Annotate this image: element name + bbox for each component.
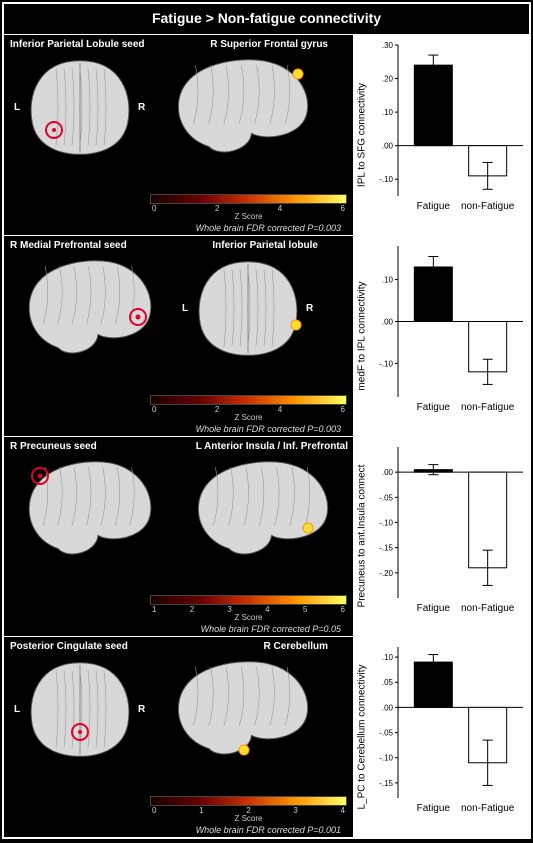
svg-text:R: R <box>306 303 314 314</box>
bar-chart-panel: medF to IPL connectivity -.10 .00 .10 Fatigu… <box>354 236 531 436</box>
svg-text:.00: .00 <box>382 468 394 477</box>
colorbar: 01234Z Score <box>10 796 347 825</box>
svg-text:R: R <box>138 704 146 715</box>
rows-container: Inferior Parietal Lobule seed L R R Superio… <box>4 34 529 837</box>
seed-label: Posterior Cingulate seed <box>10 641 150 652</box>
seed-label: Inferior Parietal Lobule seed <box>10 39 150 50</box>
svg-text:non-Fatigue: non-Fatigue <box>461 803 515 814</box>
target-label: L Anterior Insula / Inf. Prefrontal <box>178 441 348 452</box>
target-label: Inferior Parietal lobule <box>178 240 318 251</box>
fdr-text: Whole brain FDR corrected P=0.05 <box>10 624 347 634</box>
svg-text:-.05: -.05 <box>379 729 393 738</box>
svg-text:L: L <box>182 303 188 314</box>
target-label: R Cerebellum <box>158 641 328 652</box>
target-label: R Superior Frontal gyrus <box>158 39 328 50</box>
chart-ylabel: L_PC to Cerebellum connectivity <box>357 657 368 817</box>
svg-text:non-Fatigue: non-Fatigue <box>461 201 515 212</box>
connectivity-row: R Precuneus seed L Anterior Insula / Inf.… <box>4 436 529 637</box>
fdr-text: Whole brain FDR corrected P=0.003 <box>10 223 347 233</box>
svg-text:Fatigue: Fatigue <box>417 201 451 212</box>
brain-panel: R Precuneus seed L Anterior Insula / Inf.… <box>4 437 354 637</box>
chart-ylabel: Precuneus to ant.Insula connect <box>357 456 368 616</box>
fdr-text: Whole brain FDR corrected P=0.003 <box>10 424 347 434</box>
bar-chart-panel: IPL to SFG connectivity -.10 .00 .10 .20 .30 F… <box>354 35 531 235</box>
svg-text:.10: .10 <box>382 108 394 117</box>
svg-text:-.10: -.10 <box>379 175 393 184</box>
bar-chart-panel: L_PC to Cerebellum connectivity -.15 -.10 -… <box>354 637 531 837</box>
svg-text:R: R <box>138 102 146 113</box>
seed-label: R Precuneus seed <box>10 441 170 452</box>
fdr-text: Whole brain FDR corrected P=0.001 <box>10 825 347 835</box>
chart-ylabel: IPL to SFG connectivity <box>357 55 368 215</box>
figure-container: Fatigue > Non-fatigue connectivity Infer… <box>2 2 531 839</box>
svg-text:-.05: -.05 <box>379 493 393 502</box>
svg-text:-.15: -.15 <box>379 779 393 788</box>
svg-text:non-Fatigue: non-Fatigue <box>461 402 515 413</box>
svg-text:.30: .30 <box>382 41 394 50</box>
brain-panel: Inferior Parietal Lobule seed L R R Superio… <box>4 35 354 235</box>
svg-text:.00: .00 <box>382 317 394 326</box>
brain-panel: R Medial Prefrontal seed Inferior Parieta… <box>4 236 354 436</box>
svg-text:Fatigue: Fatigue <box>417 603 451 614</box>
svg-text:.05: .05 <box>382 678 394 687</box>
colorbar: 0246Z Score <box>10 194 347 223</box>
bar-chart-panel: Precuneus to ant.Insula connect -.20 -.15 -… <box>354 437 531 637</box>
chart-ylabel: medF to IPL connectivity <box>357 256 368 416</box>
connectivity-row: Inferior Parietal Lobule seed L R R Superio… <box>4 34 529 235</box>
connectivity-row: Posterior Cingulate seed L R R Cerebellum 01… <box>4 636 529 837</box>
brain-panel: Posterior Cingulate seed L R R Cerebellum 01… <box>4 637 354 837</box>
figure-title: Fatigue > Non-fatigue connectivity <box>4 4 529 34</box>
svg-text:L: L <box>14 102 20 113</box>
svg-text:Fatigue: Fatigue <box>417 803 451 814</box>
colorbar: 123456Z Score <box>10 595 347 624</box>
seed-label: R Medial Prefrontal seed <box>10 240 170 251</box>
connectivity-row: R Medial Prefrontal seed Inferior Parieta… <box>4 235 529 436</box>
svg-text:non-Fatigue: non-Fatigue <box>461 603 515 614</box>
svg-text:.20: .20 <box>382 75 394 84</box>
svg-text:.10: .10 <box>382 275 394 284</box>
svg-text:Fatigue: Fatigue <box>417 402 451 413</box>
svg-text:-.20: -.20 <box>379 568 393 577</box>
svg-text:-.15: -.15 <box>379 543 393 552</box>
svg-text:L: L <box>14 704 20 715</box>
svg-text:.00: .00 <box>382 142 394 151</box>
svg-text:-.10: -.10 <box>379 754 393 763</box>
svg-text:-.10: -.10 <box>379 359 393 368</box>
colorbar: 0246Z Score <box>10 395 347 424</box>
svg-text:-.10: -.10 <box>379 518 393 527</box>
svg-text:.00: .00 <box>382 704 394 713</box>
svg-text:.10: .10 <box>382 653 394 662</box>
